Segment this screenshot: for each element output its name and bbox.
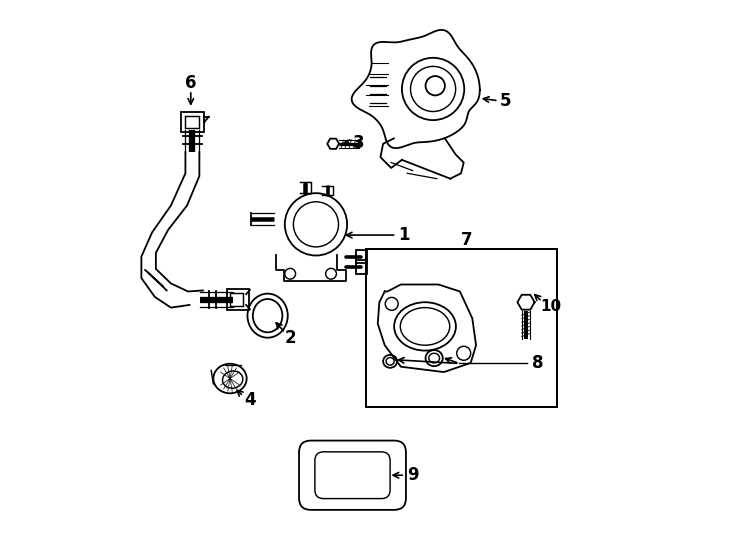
Text: 2: 2 bbox=[285, 329, 297, 347]
Bar bbox=[186, 116, 199, 127]
Bar bbox=[366, 248, 556, 407]
Text: 9: 9 bbox=[407, 466, 418, 484]
Text: 7: 7 bbox=[460, 232, 472, 249]
Text: 8: 8 bbox=[532, 354, 544, 373]
Text: 1: 1 bbox=[398, 226, 410, 244]
Text: 10: 10 bbox=[540, 299, 562, 314]
Bar bbox=[228, 289, 249, 310]
Bar bbox=[181, 112, 204, 132]
Text: 4: 4 bbox=[244, 391, 255, 409]
Text: 6: 6 bbox=[185, 74, 197, 92]
Text: 3: 3 bbox=[352, 134, 364, 152]
Bar bbox=[356, 260, 367, 274]
Bar bbox=[356, 249, 367, 263]
Bar bbox=[230, 293, 244, 306]
Text: 5: 5 bbox=[500, 92, 512, 110]
